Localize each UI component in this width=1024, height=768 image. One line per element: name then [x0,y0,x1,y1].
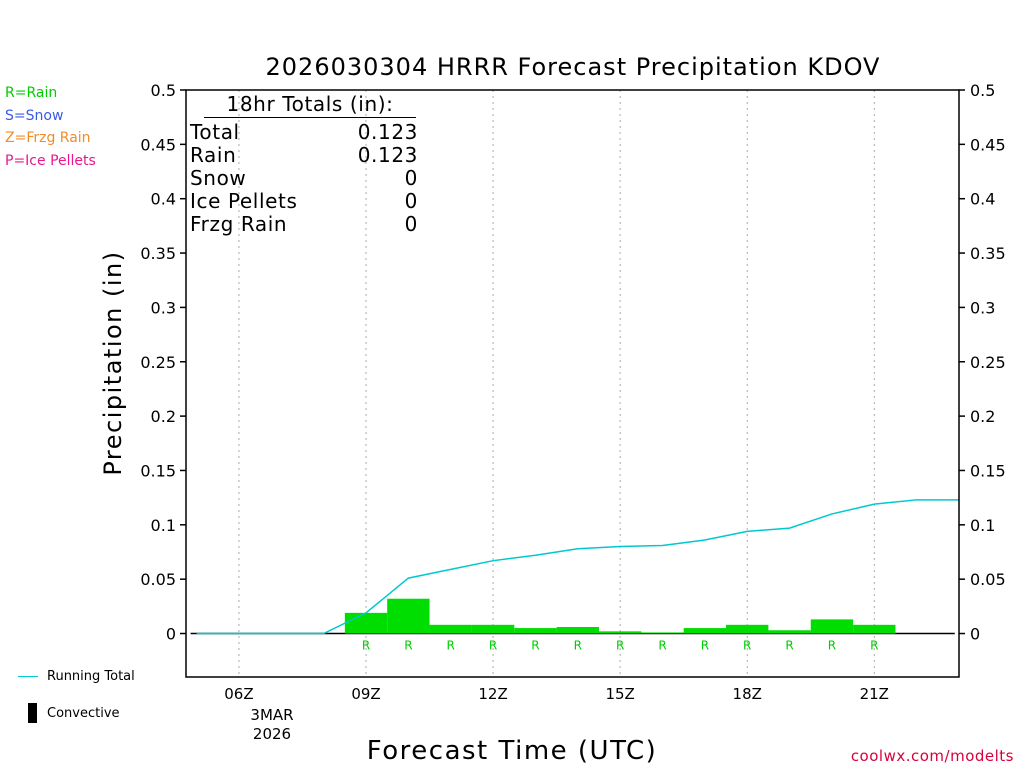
totals-label: Snow [190,166,247,190]
credit-link[interactable]: coolwx.com/modelts [850,747,1014,765]
running-total-line-group [196,499,959,635]
y-tick-label-right: 0.15 [970,461,1006,480]
precip-bar [429,624,472,634]
y-tick-label-right: 0.5 [970,81,995,100]
precip-bar [810,619,854,634]
y-tick-label-left: 0.25 [140,353,176,372]
x-axis-ticks: 06Z 09Z 12Z 15Z 18Z 21Z [224,685,889,703]
x-axis-label: Forecast Time (UTC) [367,736,658,766]
x-tick-label: 09Z [351,685,380,703]
precip-bar [514,628,557,634]
running-total-label: Running Total [47,669,135,684]
precip-bar [853,624,896,634]
chart-title: 2026030304 HRRR Forecast Precipitation K… [266,53,881,81]
legend-frzg-rain: Z=Frzg Rain [5,130,91,146]
precip-type-label: R [447,639,455,653]
precip-type-label: R [701,639,709,653]
precip-bar [726,624,769,634]
x-tick-label: 18Z [733,685,762,703]
y-tick-label-left: 0.5 [151,81,176,100]
precip-type-legend: R=Rain S=Snow Z=Frzg Rain P=Ice Pellets [5,82,96,172]
legend-ice-pellets: P=Ice Pellets [5,152,96,169]
running-total-swatch [18,676,38,677]
legend-snow: S=Snow [5,107,64,124]
y-tick-label-right: 0.05 [970,570,1006,589]
totals-box: 18hr Totals (in): Total 0.123 Rain 0.123… [190,93,422,236]
precip-type-label: R [658,639,666,653]
y-tick-label-left: 0.05 [140,570,176,589]
y-tick-label-left: 0.15 [140,461,176,480]
date-label-month: 3MAR [250,706,293,724]
precip-bar [768,630,811,634]
totals-row: Total 0.123 [190,121,422,144]
x-tick-label: 06Z [224,685,253,703]
y-tick-label-left: 0.3 [151,298,176,317]
precip-type-label: R [616,639,624,653]
y-tick-label-right: 0.1 [970,516,995,535]
totals-row: Snow 0 [190,167,422,190]
precip-bar [556,626,599,634]
y-tick-label-right: 0 [970,625,980,644]
totals-row: Ice Pellets 0 [190,190,422,213]
precip-type-label: R [828,639,836,653]
y-axis-label: Precipitation (in) [99,250,127,475]
y-tick-label-right: 0.2 [970,407,995,426]
y-tick-label-right: 0.3 [970,298,995,317]
y-tick-label-left: 0.2 [151,407,176,426]
y-tick-label-right: 0.4 [970,190,995,209]
totals-value: 0.123 [357,143,418,167]
totals-label: Total [190,120,240,144]
precip-type-label: R [489,639,497,653]
precip-bars [344,598,896,634]
totals-value: 0 [404,189,418,213]
precip-type-label: R [362,639,370,653]
totals-value: 0 [404,212,418,236]
totals-label: Rain [190,143,237,167]
convective-label: Convective [47,705,120,721]
plot-frame [185,89,960,678]
running-total-line [196,499,959,635]
precip-type-label: R [870,639,878,653]
precip-bar [387,598,430,634]
y-tick-label-right: 0.35 [970,244,1006,263]
totals-title: 18hr Totals (in): [204,93,416,118]
precip-type-label: R [574,639,582,653]
date-label-year: 2026 [253,725,291,743]
convective-legend: Convective [18,703,120,723]
precip-bar [641,632,684,634]
totals-label: Ice Pellets [190,189,298,213]
totals-value: 0 [404,166,418,190]
precip-type-label: R [404,639,412,653]
y-tick-label-right: 0.45 [970,135,1006,154]
totals-row: Rain 0.123 [190,144,422,167]
precip-bar [683,628,727,634]
y-tick-label-left: 0 [166,625,176,644]
vertical-gridlines [238,90,875,677]
convective-swatch [28,703,37,723]
x-tick-label: 12Z [478,685,507,703]
y-tick-label-left: 0.1 [151,516,176,535]
y-tick-label-left: 0.4 [151,190,176,209]
y-tick-label-left: 0.35 [140,244,176,263]
x-tick-label: 15Z [605,685,634,703]
precip-type-label: R [743,639,751,653]
totals-value: 0.123 [357,120,418,144]
legend-rain: R=Rain [5,85,58,101]
precip-bar [344,612,388,634]
x-tick-label: 21Z [860,685,889,703]
totals-row: Frzg Rain 0 [190,213,422,236]
y-tick-label-right: 0.25 [970,353,1006,372]
precip-type-label: R [785,639,793,653]
y-axis-ticks: 0 00.05 0.050.1 0.10.15 0.150.2 0.20.25 0.250.… [140,81,1005,644]
y-tick-label-left: 0.45 [140,135,176,154]
totals-label: Frzg Rain [190,212,288,236]
precip-type-label: R [531,639,539,653]
precip-bar [598,631,642,634]
running-total-legend: Running Total [18,669,135,684]
precip-bar [471,624,515,634]
